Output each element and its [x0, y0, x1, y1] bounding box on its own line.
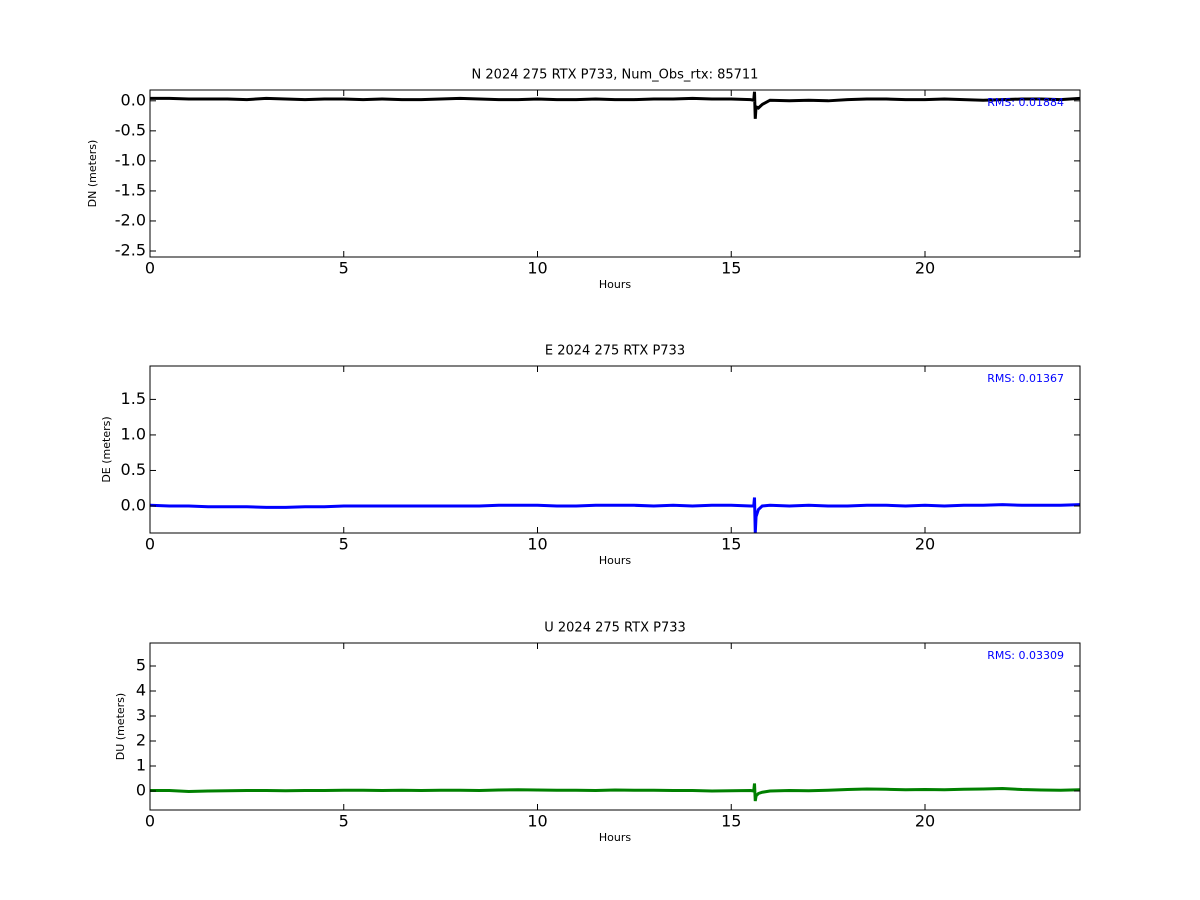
x-axis-label: Hours: [599, 831, 631, 844]
x-tick-label: 20: [915, 812, 935, 831]
y-tick-label: 2: [136, 731, 146, 750]
subplot-title: N 2024 275 RTX P733, Num_Obs_rtx: 85711: [472, 68, 759, 83]
x-tick-label: 10: [527, 535, 547, 554]
rms-annotation: RMS: 0.01367: [987, 372, 1064, 385]
axes-frame: [149, 642, 1081, 811]
rms-annotation: RMS: 0.03309: [987, 649, 1064, 662]
x-tick-label: 0: [145, 259, 155, 278]
subplot-title: E 2024 275 RTX P733: [545, 344, 685, 359]
y-axis-label: DN (meters): [86, 140, 99, 208]
y-tick-label: 3: [136, 706, 146, 725]
data-line: [150, 91, 1080, 119]
y-tick-label: 0.5: [121, 460, 146, 479]
x-tick-label: 5: [339, 812, 349, 831]
x-axis-label: Hours: [599, 278, 631, 291]
y-tick-label: -2.5: [115, 240, 146, 259]
axes-frame: [149, 89, 1081, 258]
axes-frame: [149, 365, 1081, 534]
y-tick-label: 5: [136, 656, 146, 675]
y-tick-label: 0.0: [121, 90, 146, 109]
y-axis-label: DE (meters): [100, 416, 113, 482]
x-axis-label: Hours: [599, 554, 631, 567]
data-line: [150, 783, 1080, 802]
y-tick-label: 1.5: [121, 389, 146, 408]
x-tick-label: 15: [721, 812, 741, 831]
subplot: E 2024 275 RTX P733 0 5 10 15 20 0.0 0.5 1.0 1.5 H…: [100, 344, 1081, 567]
subplot: N 2024 275 RTX P733, Num_Obs_rtx: 85711 0…: [86, 68, 1081, 291]
subplot-title: U 2024 275 RTX P733: [544, 621, 686, 636]
subplot: U 2024 275 RTX P733 0 5 10 15 20 0 1 2 3 4 5 Hours DU…: [114, 621, 1081, 844]
x-tick-label: 20: [915, 535, 935, 554]
y-tick-label: 0: [136, 781, 146, 800]
x-tick-label: 5: [339, 259, 349, 278]
x-tick-label: 10: [527, 259, 547, 278]
y-tick-label: 1.0: [121, 424, 146, 443]
y-tick-label: 0.0: [121, 495, 146, 514]
x-tick-label: 0: [145, 535, 155, 554]
x-tick-label: 5: [339, 535, 349, 554]
x-tick-label: 15: [721, 259, 741, 278]
y-tick-label: 4: [136, 681, 146, 700]
y-tick-label: -0.5: [115, 120, 146, 139]
y-axis-label: DU (meters): [114, 693, 127, 760]
y-tick-label: 1: [136, 756, 146, 775]
y-tick-label: -1.0: [115, 150, 146, 169]
data-line: [150, 497, 1080, 533]
x-tick-label: 0: [145, 812, 155, 831]
x-tick-label: 10: [527, 812, 547, 831]
y-tick-label: -1.5: [115, 180, 146, 199]
x-tick-label: 20: [915, 259, 935, 278]
x-tick-label: 15: [721, 535, 741, 554]
rms-annotation: RMS: 0.01884: [987, 96, 1064, 109]
y-tick-label: -2.0: [115, 210, 146, 229]
